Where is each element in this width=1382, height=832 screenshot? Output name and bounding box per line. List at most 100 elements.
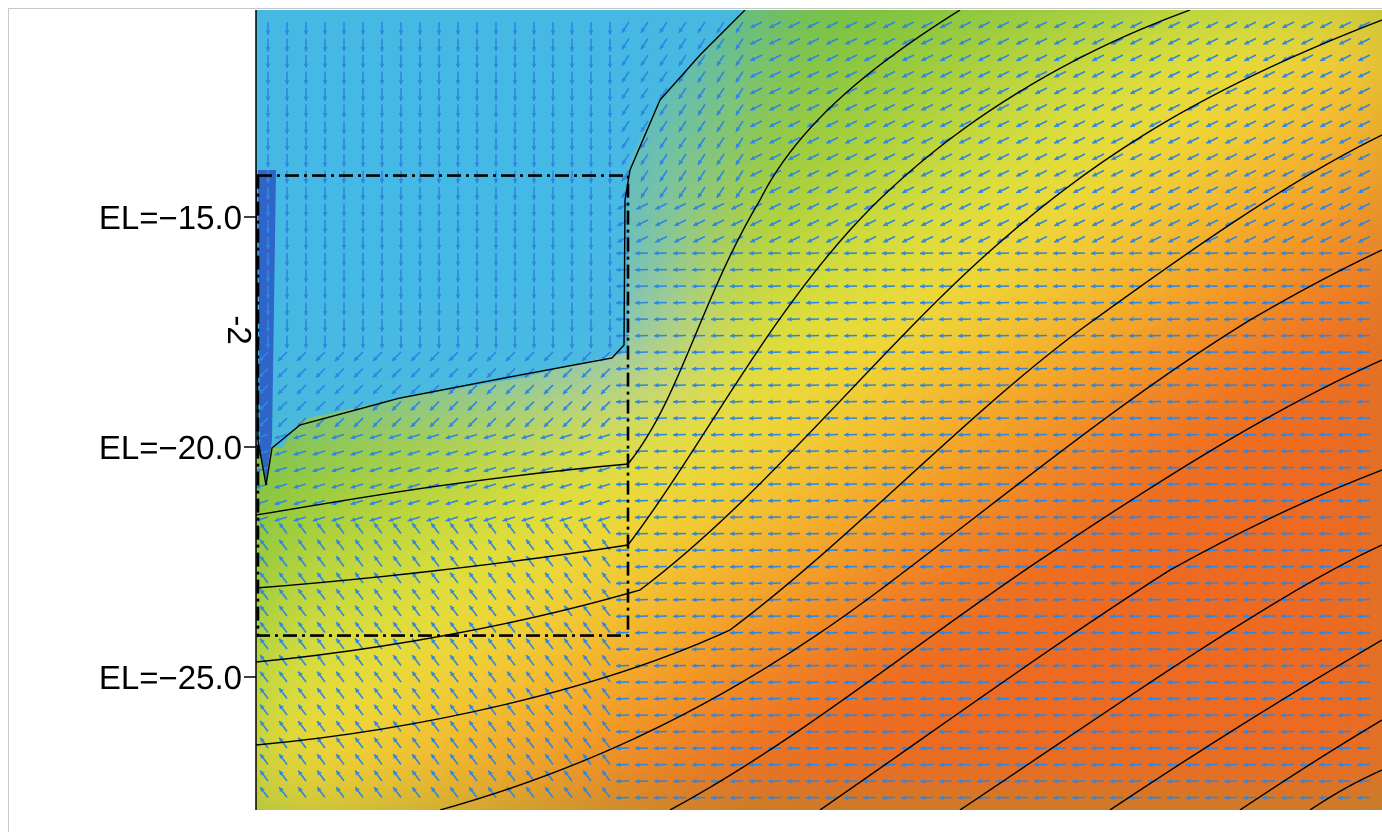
vector-arrow — [455, 319, 461, 332]
vector-arrow — [844, 70, 858, 78]
vector-arrow — [977, 235, 991, 243]
vector-arrow — [806, 153, 820, 161]
vector-arrow — [360, 253, 366, 266]
vector-arrow — [360, 319, 366, 332]
vector-arrow — [939, 202, 953, 210]
vector-arrow — [659, 104, 668, 116]
vector-arrow — [938, 316, 953, 322]
vector-arrow — [939, 153, 953, 161]
vector-arrow — [1148, 235, 1162, 243]
vector-arrow — [825, 136, 839, 144]
vector-arrow — [512, 154, 518, 167]
vector-arrow — [493, 22, 499, 35]
vector-arrow — [1033, 250, 1048, 256]
vector-arrow — [1186, 202, 1200, 210]
vector-arrow — [493, 319, 499, 332]
vector-arrow — [531, 22, 537, 35]
vector-arrow — [1167, 186, 1181, 194]
vector-arrow — [996, 169, 1010, 177]
vector-arrow — [825, 120, 839, 128]
vector-arrow — [697, 38, 706, 50]
vector-arrow — [735, 71, 744, 83]
vector-arrow — [303, 269, 309, 283]
vector-arrow — [977, 153, 991, 161]
vector-arrow — [265, 104, 271, 118]
vector-arrow — [996, 120, 1010, 128]
vector-arrow — [1072, 219, 1086, 227]
vector-arrow — [1015, 54, 1029, 62]
vector-arrow — [1053, 136, 1067, 144]
vector-arrow — [749, 235, 763, 243]
vector-arrow — [474, 319, 480, 332]
vector-arrow — [474, 286, 480, 299]
vector-arrow — [1148, 54, 1162, 62]
vector-arrow — [1185, 300, 1200, 306]
vector-arrow — [303, 104, 309, 118]
vector-arrow — [493, 121, 499, 134]
vector-arrow — [1014, 267, 1029, 273]
vector-arrow — [659, 38, 668, 50]
vector-arrow — [824, 300, 839, 306]
vector-arrow — [640, 137, 649, 149]
vector-arrow — [607, 38, 613, 52]
vector-arrow — [901, 87, 915, 95]
vector-arrow — [550, 137, 556, 151]
vector-arrow — [455, 88, 461, 101]
vector-arrow — [1166, 300, 1181, 306]
vector-arrow — [654, 202, 668, 210]
vector-arrow — [640, 170, 649, 182]
vector-arrow — [957, 283, 972, 289]
vector-arrow — [1053, 120, 1067, 128]
vector-arrow — [322, 121, 328, 134]
vector-arrow — [303, 236, 309, 250]
vector-arrow — [1128, 267, 1143, 273]
vector-arrow — [672, 250, 687, 256]
vector-arrow — [958, 87, 972, 95]
vector-arrow — [1129, 103, 1143, 111]
vector-arrow — [569, 203, 575, 217]
vector-arrow — [531, 170, 537, 184]
vector-arrow — [697, 54, 706, 67]
vector-arrow — [976, 300, 991, 306]
vector-arrow — [919, 300, 934, 306]
vector-arrow — [1319, 87, 1333, 95]
vector-arrow — [569, 302, 575, 316]
vector-arrow — [1338, 219, 1352, 227]
vector-arrow — [550, 236, 556, 250]
vector-arrow — [844, 103, 858, 111]
vector-arrow — [825, 70, 839, 78]
vector-arrow — [806, 202, 820, 210]
vector-arrow — [284, 286, 290, 299]
vector-arrow — [768, 202, 782, 210]
vector-arrow — [360, 154, 366, 167]
vector-arrow — [1300, 37, 1314, 45]
vector-arrow — [1052, 250, 1067, 256]
vector-arrow — [265, 236, 271, 250]
vector-arrow — [881, 250, 896, 256]
vector-arrow — [265, 22, 271, 35]
vector-arrow — [1015, 21, 1029, 29]
vector-arrow — [1205, 103, 1219, 111]
vector-arrow — [995, 267, 1010, 273]
vector-arrow — [806, 219, 820, 227]
vector-arrow — [1148, 219, 1162, 227]
vector-arrow — [1319, 120, 1333, 128]
vector-arrow — [512, 71, 518, 85]
vector-arrow — [678, 153, 687, 166]
vector-arrow — [1167, 202, 1181, 210]
vector-arrow — [1090, 250, 1105, 256]
vector-arrow — [512, 22, 518, 35]
vector-arrow — [1033, 283, 1048, 289]
vector-arrow — [1300, 136, 1314, 144]
vector-arrow — [901, 186, 915, 194]
vector-arrow — [749, 153, 763, 161]
vector-arrow — [806, 21, 820, 29]
vector-arrow — [920, 21, 934, 29]
vector-arrow — [474, 137, 480, 151]
vector-arrow — [1167, 235, 1181, 243]
vector-arrow — [716, 54, 725, 67]
vector-arrow — [691, 283, 706, 289]
vector-arrow — [1091, 186, 1105, 194]
vector-arrow — [901, 136, 915, 144]
